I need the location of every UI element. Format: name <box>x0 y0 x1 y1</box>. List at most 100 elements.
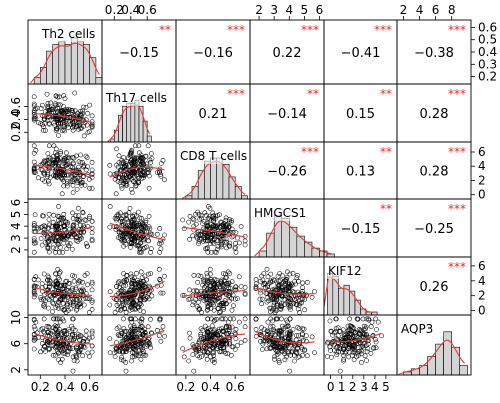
scatter-point <box>59 356 65 362</box>
scatter-point <box>118 172 123 178</box>
scatter-point <box>123 360 129 365</box>
right-axis-tick-label: 0 <box>478 304 486 318</box>
scatter-point <box>65 183 70 189</box>
scatter-point <box>127 344 133 350</box>
scatter-point <box>196 348 202 353</box>
scatter-point <box>209 323 215 329</box>
scatter-point <box>127 307 133 313</box>
scatter-point <box>77 337 83 343</box>
scatter-point <box>122 164 127 170</box>
scatter-point <box>162 273 167 279</box>
scatter-point <box>31 324 37 330</box>
scatter-point <box>31 143 37 149</box>
density-curve <box>254 220 332 257</box>
scatter-point <box>125 343 131 349</box>
scatter-point <box>132 157 137 162</box>
scatter-point <box>87 213 92 219</box>
scatter-point <box>191 368 197 374</box>
scatter-point <box>144 228 149 234</box>
scatter-point <box>190 302 196 308</box>
scatter-point <box>137 301 143 307</box>
right-axis-tick-label: 6 <box>478 145 486 159</box>
scatter-point <box>68 340 74 346</box>
scatter-point <box>55 157 61 163</box>
scatter-point <box>220 329 226 334</box>
scatter-point <box>66 161 71 167</box>
scatter-point <box>136 143 142 149</box>
scatter-point <box>138 152 144 158</box>
scatter-panels <box>31 90 384 374</box>
scatter-point <box>353 330 358 336</box>
scatter-point <box>45 117 51 123</box>
scatter-point <box>160 158 166 163</box>
scatter-point <box>223 292 229 298</box>
scatter-point <box>118 307 123 313</box>
scatter-point <box>195 209 201 215</box>
scatter-point <box>349 344 354 349</box>
scatter-point <box>218 242 224 248</box>
scatter-point <box>50 325 56 331</box>
scatter-point <box>158 246 164 252</box>
scatter-point <box>226 330 231 336</box>
scatter-point <box>59 306 65 311</box>
scatter-point <box>352 329 358 335</box>
scatter-point <box>35 226 41 232</box>
scatter-point <box>58 230 64 236</box>
scatter-point <box>74 219 80 225</box>
scatter-point <box>197 337 203 343</box>
scatter-point <box>339 338 345 344</box>
scatter-point <box>208 271 213 277</box>
scatter-point <box>204 344 210 350</box>
scatter-point <box>78 230 83 235</box>
scatter-point <box>133 234 138 240</box>
scatter-point <box>351 342 357 348</box>
scatter-point <box>119 303 124 309</box>
scatter-point <box>203 246 208 252</box>
scatter-point <box>87 185 92 191</box>
scatter-point <box>324 340 330 346</box>
scatter-point <box>141 237 146 242</box>
scatter-point <box>40 213 45 219</box>
scatter-point <box>345 328 351 334</box>
scatter-point <box>294 350 300 356</box>
scatter-point <box>278 328 284 334</box>
scatter-point <box>354 354 360 360</box>
scatter-point <box>34 105 40 111</box>
scatter-point <box>352 349 358 354</box>
scatter-point <box>210 239 216 245</box>
scatter-point <box>54 126 60 131</box>
scatter-point <box>70 182 76 188</box>
scatter-point <box>48 293 54 299</box>
scatter-point <box>41 128 46 133</box>
scatter-point <box>75 110 81 116</box>
scatter-point <box>35 277 41 283</box>
scatter-point <box>66 288 71 293</box>
scatter-point <box>49 332 55 337</box>
scatter-point <box>65 155 71 160</box>
scatter-point <box>235 343 240 348</box>
scatter-point <box>78 111 83 117</box>
scatter-point <box>276 282 282 288</box>
fit-line <box>109 166 165 178</box>
scatter-point <box>142 273 148 279</box>
scatter-point <box>56 204 61 209</box>
correlation-coefficient: −0.25 <box>414 222 454 237</box>
scatter-point <box>56 133 61 138</box>
scatter-point <box>213 289 218 295</box>
scatter-point <box>54 344 60 349</box>
scatter-point <box>147 342 153 348</box>
scatter-point <box>45 174 50 180</box>
scatter-point <box>148 345 154 351</box>
histogram-bar <box>332 275 339 316</box>
scatter-point <box>271 296 277 301</box>
scatter-point <box>81 164 87 169</box>
left-axis-tick-label: 4 <box>9 222 23 230</box>
scatter-point <box>145 342 150 348</box>
scatter-point <box>233 240 238 246</box>
scatter-point <box>83 333 89 338</box>
scatter-point <box>64 246 70 252</box>
histogram-bar <box>204 160 211 200</box>
scatter-point <box>77 302 82 307</box>
significance-stars: ** <box>307 87 319 101</box>
scatter-point <box>275 333 281 339</box>
